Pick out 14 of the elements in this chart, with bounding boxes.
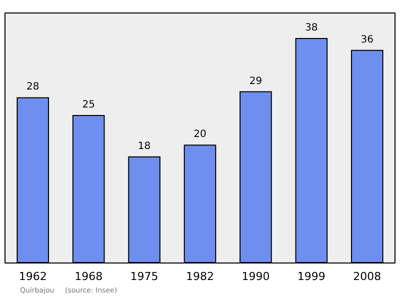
x-tick-label: 1975 (130, 270, 158, 283)
x-tick-label: 1962 (18, 270, 47, 283)
x-tick-label: 1982 (186, 270, 214, 283)
data-label: 25 (82, 99, 95, 110)
x-tick-label: 1990 (242, 270, 270, 283)
data-label: 29 (249, 76, 262, 87)
data-label: 28 (26, 82, 40, 93)
x-tick-label: 2008 (353, 270, 382, 283)
data-label: 20 (194, 129, 206, 140)
x-tick-label: 1968 (74, 270, 103, 283)
x-tick-label: 1999 (297, 270, 326, 283)
data-label: 38 (305, 22, 318, 34)
data-label: 18 (138, 140, 151, 152)
data-label: 36 (360, 34, 374, 46)
